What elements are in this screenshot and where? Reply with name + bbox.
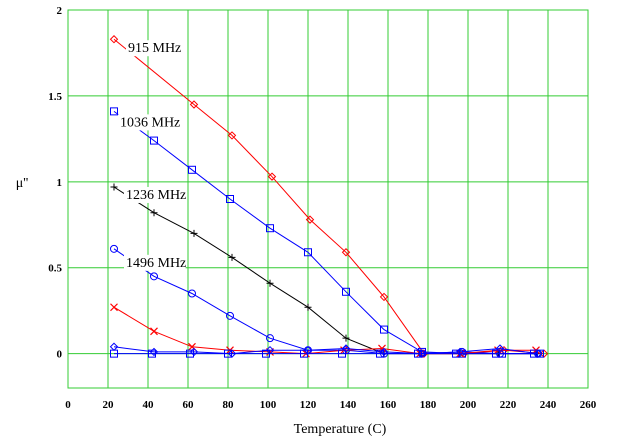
data-point (300, 349, 308, 358)
series-line (113, 110, 540, 355)
data-point (109, 35, 119, 44)
y-tick-label: 2 (57, 5, 63, 17)
data-point (338, 349, 346, 358)
data-point (150, 136, 158, 145)
x-tick-label: 60 (183, 399, 195, 411)
x-tick-label: 160 (380, 399, 397, 411)
series-line (113, 346, 539, 355)
data-point (226, 311, 234, 320)
data-point (189, 100, 199, 109)
data-point (379, 292, 389, 302)
y-tick-label: 0.5 (48, 263, 62, 275)
x-tick-label: 200 (460, 399, 477, 411)
data-point (188, 165, 196, 174)
data-point (305, 215, 315, 224)
y-tick-label: 1 (57, 177, 63, 189)
series-line (113, 306, 536, 355)
data-point (266, 224, 274, 233)
x-tick-label: 40 (143, 399, 155, 411)
data-point (376, 349, 384, 358)
series-label: 915 MHz (128, 41, 181, 56)
x-tick-label: 240 (540, 399, 557, 411)
data-point (414, 349, 422, 358)
y-axis-title: μ'' (16, 176, 29, 191)
data-point (530, 349, 538, 358)
data-point (224, 349, 232, 358)
series-labels: 915 MHz 1036 MHz 1236 MHz 1496 MHz (118, 40, 186, 271)
data-point (110, 303, 118, 312)
x-tick-label: 20 (103, 399, 115, 411)
series-label-bg (126, 40, 181, 57)
data-point (188, 289, 196, 298)
series-line (113, 248, 538, 355)
series-7 (110, 349, 538, 358)
data-point (266, 279, 274, 287)
data-point (342, 334, 350, 342)
series-label: 1496 MHz (126, 256, 186, 271)
x-tick-label: 120 (300, 399, 317, 411)
series-label-bg (124, 254, 186, 271)
data-point (150, 327, 158, 336)
x-tick-label: 180 (420, 399, 437, 411)
data-point (110, 244, 118, 253)
series-label: 1036 MHz (120, 115, 180, 130)
data-point (452, 349, 460, 358)
x-tick-label: 140 (340, 399, 357, 411)
chart-series (109, 35, 549, 358)
data-point (150, 272, 158, 281)
data-point (227, 131, 237, 140)
data-point (304, 248, 312, 257)
plot-border (67, 9, 589, 389)
data-point (190, 229, 198, 237)
series-label-bg (118, 114, 180, 131)
data-point (228, 253, 236, 261)
data-point (262, 349, 270, 358)
data-point (304, 303, 312, 311)
data-point (110, 107, 118, 116)
data-point (150, 209, 158, 217)
series-label: 1236 MHz (126, 188, 186, 203)
data-point (380, 325, 388, 334)
data-point (342, 287, 350, 296)
data-point (492, 349, 500, 358)
data-point (110, 349, 118, 358)
x-tick-label: 220 (500, 399, 517, 411)
data-point (267, 172, 277, 181)
y-tick-label: 1.5 (48, 91, 62, 103)
x-tick-label: 80 (223, 399, 235, 411)
series-2 (110, 107, 544, 358)
data-point (341, 248, 351, 257)
x-tick-label: 260 (580, 399, 597, 411)
x-tick-label: 0 (65, 399, 71, 411)
data-point (378, 344, 386, 353)
chart-grid (67, 9, 589, 389)
y-tick-label: 0 (57, 349, 63, 361)
data-point (226, 195, 234, 203)
series-label-bg (124, 186, 186, 203)
data-point (110, 183, 118, 191)
tick-labels: 0 20 40 60 80 100 120 140 160 180 200 220 240 260 0 0.5… (48, 5, 597, 411)
data-point (186, 349, 194, 358)
data-point (149, 347, 159, 357)
x-tick-label: 100 (260, 399, 277, 411)
data-point (266, 334, 274, 343)
data-point (148, 349, 156, 358)
x-axis-title: Temperature (C) (294, 422, 387, 437)
